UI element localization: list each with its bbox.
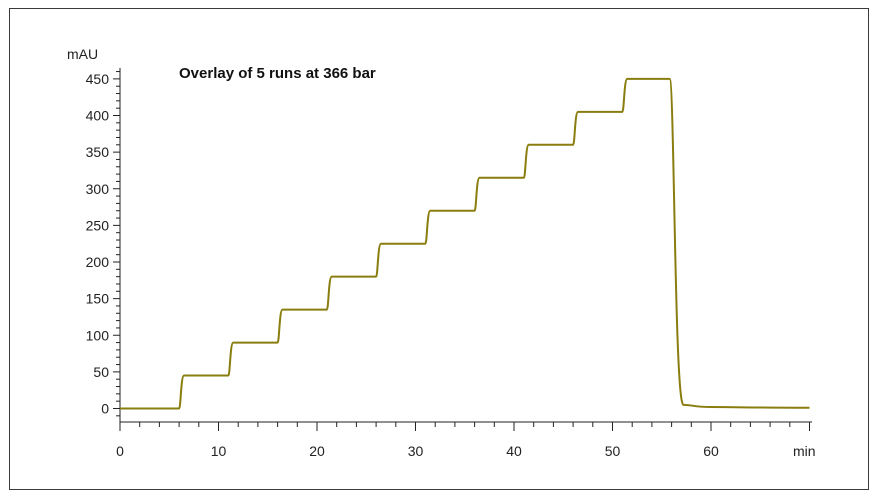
x-tick-label: 0 (116, 443, 124, 459)
y-tick-label: 250 (86, 217, 110, 233)
x-tick-label: 10 (211, 443, 227, 459)
series-line (120, 77, 810, 410)
y-tick-label: 450 (86, 71, 110, 87)
chart-title: Overlay of 5 runs at 366 bar (179, 65, 376, 82)
y-tick-label: 50 (93, 364, 109, 380)
chart-frame (9, 8, 869, 490)
y-tick-label: 300 (86, 181, 110, 197)
y-tick-label: 150 (86, 291, 110, 307)
y-tick-label: 0 (101, 401, 109, 417)
x-tick-label: 60 (703, 443, 719, 459)
y-axis-label: mAU (67, 46, 98, 62)
y-axis: 0 50 100 150 200 250 300 350 400 450 (86, 67, 121, 422)
y-tick-label: 100 (86, 327, 110, 343)
x-tick-label: 50 (605, 443, 621, 459)
x-axis: 0 10 20 30 40 50 60 (116, 421, 812, 459)
y-tick-label: 400 (86, 108, 110, 124)
x-axis-label: min (793, 443, 816, 459)
series-group (120, 77, 810, 410)
y-tick-label: 350 (86, 144, 110, 160)
x-tick-label: 20 (309, 443, 325, 459)
x-tick-label: 30 (408, 443, 424, 459)
y-tick-label: 200 (86, 254, 110, 270)
x-tick-label: 40 (506, 443, 522, 459)
